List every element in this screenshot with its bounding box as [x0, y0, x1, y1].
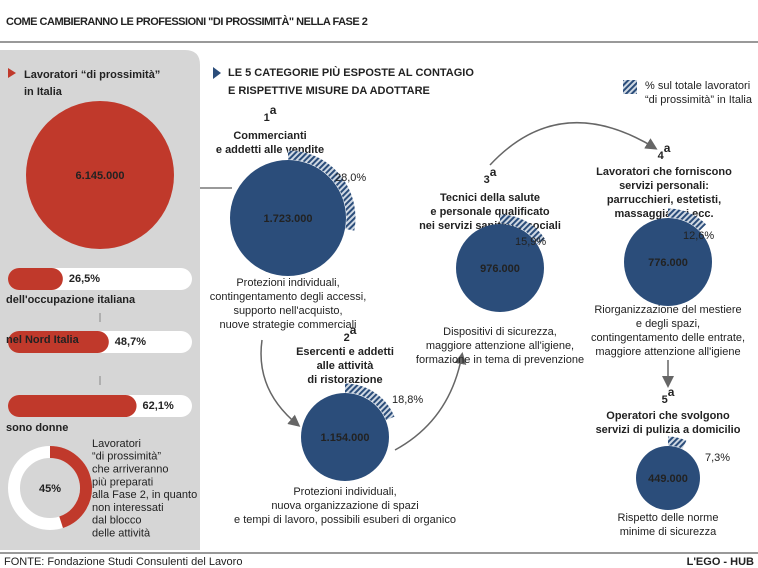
bar-caption: nel Nord Italia	[6, 334, 80, 346]
donut-text: alla Fase 2, in quanto	[92, 489, 197, 501]
category-name: alle attività	[317, 360, 375, 372]
total-circle	[26, 101, 174, 249]
rank-number: 1	[264, 112, 270, 124]
bar-label: 62,1%	[143, 400, 174, 412]
donut-text: dal blocco	[92, 515, 142, 527]
category-count: 776.000	[648, 257, 688, 269]
bar-caption: sono donne	[6, 422, 68, 434]
bar-caption: dell'occupazione italiana	[6, 294, 136, 306]
left-heading: Lavoratori “di prossimità”	[24, 69, 160, 81]
rank-suffix: a	[664, 141, 671, 155]
donut-text: “di prossimità”	[92, 451, 161, 463]
donut-text: non interessati	[92, 502, 164, 514]
share-arc	[287, 150, 356, 231]
arrow	[260, 339, 301, 427]
bar	[8, 395, 137, 417]
category-circle	[624, 218, 712, 306]
donut-text: che arriveranno	[92, 464, 168, 476]
donut-text: Lavoratori	[92, 438, 141, 450]
source: FONTE: Fondazione Studi Consulenti del L…	[4, 556, 242, 568]
donut-arc	[49, 446, 92, 528]
category-circle	[456, 224, 544, 312]
category-circle	[636, 446, 700, 510]
left-heading: in Italia	[24, 86, 63, 98]
measures: Protezioni individuali,	[293, 486, 396, 498]
rank-suffix: a	[490, 165, 497, 179]
measures: nuova organizzazione di spazi	[271, 500, 418, 512]
category-name: di ristorazione	[307, 374, 382, 386]
measures: nuove strategie commerciali	[220, 319, 357, 331]
measures: minime di sicurezza	[620, 526, 717, 538]
category-name: Operatori che svolgono	[606, 410, 730, 422]
bar	[8, 331, 109, 353]
title: COME CAMBIERANNO LE PROFESSIONI "DI PROS…	[6, 15, 368, 28]
total-value: 6.145.000	[76, 170, 125, 182]
category-circle	[301, 393, 389, 481]
category-name: parrucchieri, estetisti,	[607, 194, 721, 206]
measures: Riorganizzazione del mestiere	[594, 304, 741, 316]
share-label: 7,3%	[705, 452, 730, 464]
rank-number: 5	[662, 394, 668, 406]
rank: 4a	[658, 141, 671, 162]
share-arc	[667, 436, 687, 449]
legend-swatch	[623, 80, 637, 94]
rank: 2a	[344, 323, 357, 344]
category-name: Tecnici della salute	[440, 192, 540, 204]
measures: maggiore attenzione all'igiene	[595, 346, 740, 358]
donut-text: delle attività	[92, 528, 151, 540]
bar	[8, 268, 63, 290]
credit: L'EGO - HUB	[687, 556, 754, 568]
section-heading: LE 5 CATEGORIE PIÙ ESPOSTE AL CONTAGIO	[228, 66, 474, 79]
category-name: servizi di pulizia a domicilio	[596, 424, 741, 436]
rank: 1a	[264, 103, 277, 124]
arrow	[394, 352, 467, 451]
measures: supporto nell'acquisto,	[233, 305, 342, 317]
arrow	[489, 122, 658, 166]
share-arc	[667, 208, 707, 231]
legend-text: % sul totale lavoratori	[645, 80, 750, 92]
section-heading: E RISPETTIVE MISURE DA ADOTTARE	[228, 85, 430, 97]
donut-label: 45%	[39, 483, 61, 495]
category-name: Lavoratori che forniscono	[596, 166, 732, 178]
measures: Protezioni individuali,	[236, 277, 339, 289]
bullet	[213, 67, 221, 79]
share-label: 15,9%	[515, 236, 546, 248]
category-name: Commercianti	[233, 130, 306, 142]
share-label: 12,6%	[683, 230, 714, 242]
legend-text: “di prossimità” in Italia	[645, 94, 753, 106]
share-label: 18,8%	[392, 394, 423, 406]
share-label: 28,0%	[335, 172, 366, 184]
measures: Rispetto delle norme	[618, 512, 719, 524]
rank-number: 3	[484, 174, 490, 186]
measures: contingentamento delle entrate,	[591, 332, 745, 344]
bar-label: 48,7%	[115, 336, 146, 348]
bar-label: 26,5%	[69, 273, 100, 285]
category-count: 976.000	[480, 263, 520, 275]
rank-suffix: a	[668, 385, 675, 399]
measures: Dispositivi di sicurezza,	[443, 326, 557, 338]
measures: contingentamento degli accessi,	[210, 291, 367, 303]
rank-number: 4	[658, 150, 665, 162]
measures: e degli spazi,	[636, 318, 700, 330]
rank: 3a	[484, 165, 497, 186]
category-count: 1.723.000	[264, 213, 313, 225]
measures: formazione in tema di prevenzione	[416, 354, 584, 366]
rank-suffix: a	[270, 103, 277, 117]
measures: maggiore attenzione all'igiene,	[426, 340, 574, 352]
share-arc	[499, 214, 545, 245]
category-circle	[230, 160, 346, 276]
category-name: servizi personali:	[619, 180, 709, 192]
category-name: e personale qualificato	[430, 206, 549, 218]
share-arc	[344, 383, 395, 421]
category-name: Esercenti e addetti	[296, 346, 394, 358]
bullet	[8, 68, 16, 78]
donut-text: più preparati	[92, 476, 153, 488]
rank-number: 2	[344, 332, 350, 344]
category-count: 1.154.000	[321, 432, 370, 444]
rank: 5a	[662, 385, 675, 406]
measures: e tempi di lavoro, possibili esuberi di …	[234, 514, 456, 526]
category-count: 449.000	[648, 473, 688, 485]
rank-suffix: a	[350, 323, 357, 337]
